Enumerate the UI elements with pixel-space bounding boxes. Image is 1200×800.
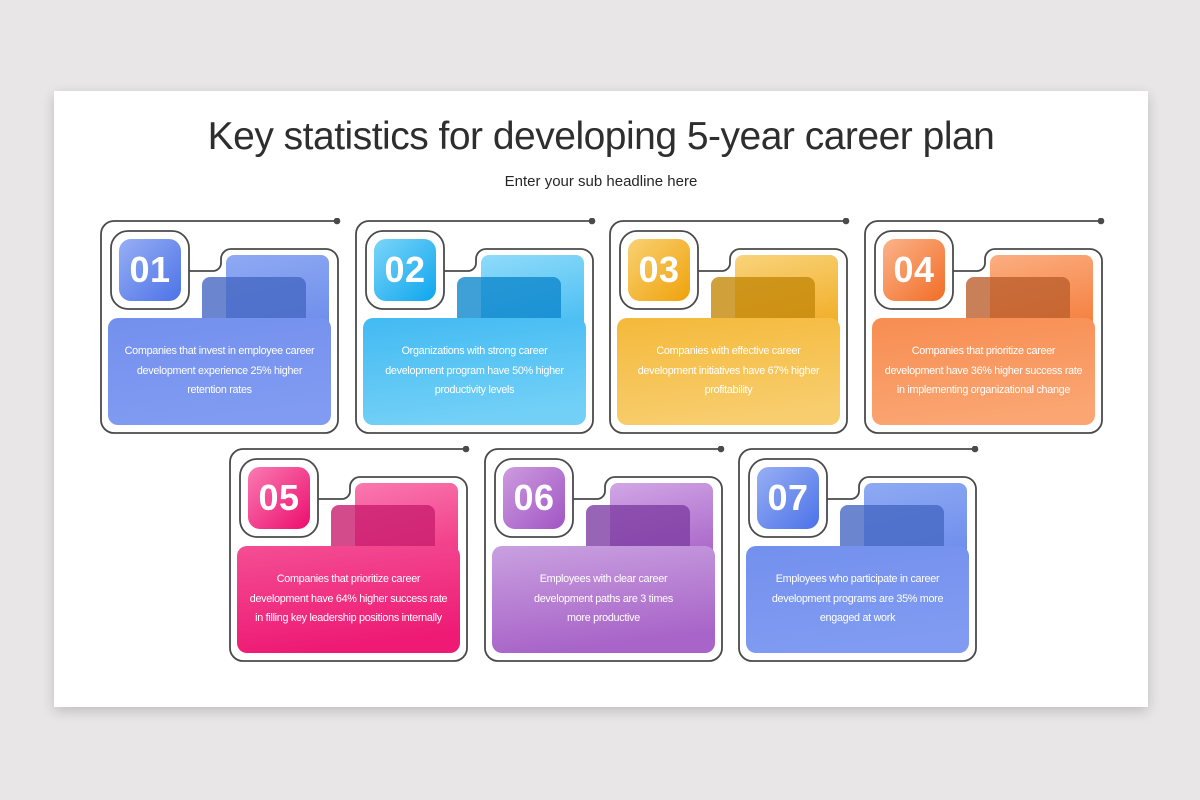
card-text: Companies with effective career developm… [617,318,840,425]
card-text-line: development program have 50% higher [385,364,564,377]
card-text-line: development paths are 3 times [534,592,673,605]
text-panel [363,318,586,425]
card-text-line: development have 36% higher success rate [884,364,1083,377]
card-number: 03 [638,249,680,290]
text-panel [492,546,715,653]
card-number: 06 [513,477,555,518]
card-text: Companies that prioritize career develop… [872,318,1095,425]
card-number: 01 [129,249,171,290]
card-text-line: Companies that invest in employee career [124,345,315,358]
card-line-art [738,446,979,662]
card-outline [229,448,468,662]
badge-fill [503,467,565,529]
corner-dot [842,218,850,225]
card-text-line: Companies with effective career [656,345,801,358]
slide-title: Key statistics for developing 5-year car… [207,115,995,158]
card-text-line: development experience 25% higher [136,364,303,377]
text-panel [237,546,460,653]
corner-dot [717,446,725,453]
corner-dot [462,446,470,453]
card-text-line: development initiatives have 67% higher [637,364,820,377]
stat-card: 07 Employees who participate in career d… [736,446,979,664]
badge-fill [628,239,690,301]
stat-card: 06 Employees with clear career developme… [482,446,725,664]
corner-dot [971,446,979,453]
card-text-line: engaged at work [819,612,896,625]
card-text: Companies that prioritize career develop… [237,546,460,653]
badge-fill [757,467,819,529]
card-text-line: in filling key leadership positions inte… [255,612,442,625]
card-text-line: more productive [567,612,640,625]
card-text-line: development programs are 35% more [771,592,944,605]
card-text-line: Companies that prioritize career [911,345,1056,358]
card-outline [609,220,848,434]
card-text-line: profitability [704,384,753,397]
card-text: Organizations with strong career develop… [363,318,586,425]
card-text-line: development have 64% higher success rate [249,592,448,605]
card-line-art [355,218,596,434]
card-number: 07 [767,477,809,518]
card-text: Employees with clear career development … [492,546,715,653]
card-line-art [100,218,341,434]
card-text-line: Employees who participate in career [775,573,940,586]
text-panel [617,318,840,425]
card-outline [738,448,977,662]
card-text: Companies that invest in employee career… [108,318,331,425]
card-number: 02 [384,249,426,290]
stat-card: 04 Companies that prioritize career deve… [862,218,1105,436]
text-panel [872,318,1095,425]
card-text-line: productivity levels [434,384,515,397]
card-line-art [229,446,470,662]
corner-dot [588,218,596,225]
card-line-art [484,446,725,662]
card-number: 04 [893,249,935,290]
card-text-line: Employees with clear career [539,573,668,586]
card-outline [864,220,1103,434]
card-outline [355,220,594,434]
stat-card: 02 Organizations with strong career deve… [353,218,596,436]
card-text-line: Organizations with strong career [401,345,548,358]
slide: Key statistics for developing 5-year car… [54,91,1148,707]
corner-dot [333,218,341,225]
card-text: Employees who participate in career deve… [746,546,969,653]
stat-card: 03 Companies with effective career devel… [607,218,850,436]
text-panel [108,318,331,425]
card-line-art [609,218,850,434]
stat-card: 01 Companies that invest in employee car… [98,218,341,436]
card-outline [484,448,723,662]
badge-fill [883,239,945,301]
badge-fill [374,239,436,301]
card-outline [100,220,339,434]
corner-dot [1097,218,1105,225]
card-number: 05 [258,477,300,518]
card-text-line: in implementing organizational change [896,384,1071,397]
card-text-line: Companies that prioritize career [276,573,421,586]
card-text-line: retention rates [187,384,252,397]
text-panel [746,546,969,653]
badge-fill [248,467,310,529]
card-line-art [864,218,1105,434]
badge-fill [119,239,181,301]
stat-card: 05 Companies that prioritize career deve… [227,446,470,664]
slide-subtitle: Enter your sub headline here [504,173,698,190]
